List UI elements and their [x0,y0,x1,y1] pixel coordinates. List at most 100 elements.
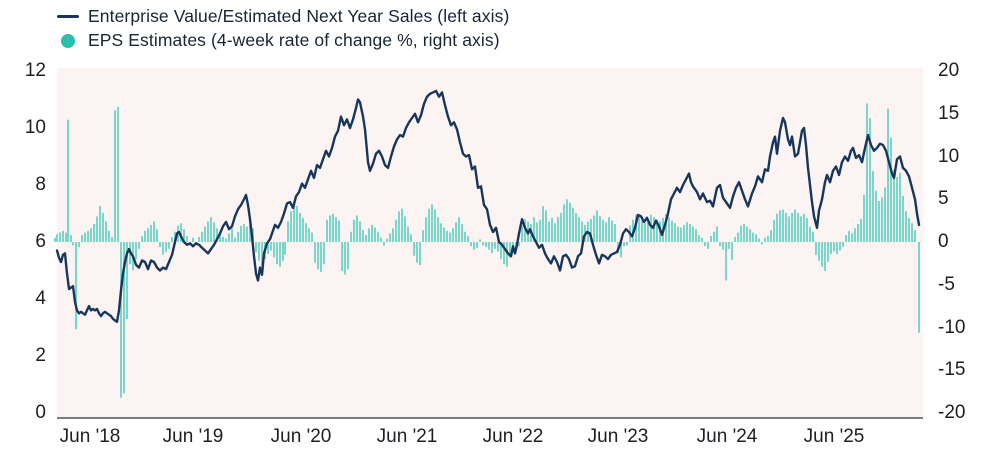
eps-bar [225,238,227,242]
eps-bar [222,236,224,242]
right-axis-tick-label: 0 [938,231,949,252]
eps-bar [356,215,358,242]
eps-bar [752,232,754,242]
eps-bar [120,242,122,398]
eps-bar [554,223,556,242]
eps-bar [911,223,913,242]
eps-bar [186,236,188,242]
eps-bar [614,224,616,242]
eps-bar [377,231,379,242]
eps-bar [842,242,844,248]
eps-bar [548,221,550,242]
eps-bar [518,242,520,247]
eps-bar [671,220,673,242]
eps-bar [581,221,583,242]
eps-bar [884,187,886,242]
eps-bar [875,190,877,242]
left-axis-tick-label: 12 [24,60,46,81]
eps-bar [407,226,409,242]
eps-bar [213,222,215,242]
x-axis-tick-label: Jun '21 [376,426,438,447]
eps-bar [398,211,400,242]
eps-bar [788,216,790,242]
eps-bar [353,219,355,242]
eps-bar [596,210,598,242]
eps-bar [434,209,436,242]
eps-bar [135,242,137,260]
eps-bar [243,224,245,242]
eps-bar [740,225,742,242]
eps-bar [105,221,107,242]
eps-bar [147,228,149,242]
eps-bar [59,232,61,242]
eps-bar [680,227,682,242]
eps-bar [908,218,910,242]
x-axis-tick-label: Jun '20 [270,426,332,447]
eps-bar [108,230,110,242]
eps-bar [824,242,826,272]
eps-bar [905,211,907,242]
eps-bar [201,231,203,242]
eps-bar [566,199,568,242]
eps-bar [168,242,170,249]
eps-bar [329,215,331,242]
eps-bar [386,238,388,242]
eps-bar [569,202,571,242]
ev-sales-line [55,89,921,323]
eps-bar [521,225,523,242]
eps-bar [476,242,478,248]
eps-bar [144,230,146,242]
eps-bar [81,235,83,242]
eps-bar [123,242,125,394]
right-axis-tick-label: -10 [938,316,966,338]
eps-bar [231,228,233,242]
eps-bar [491,242,493,254]
eps-bar [593,215,595,242]
eps-bar [482,242,484,246]
eps-bar [668,217,670,242]
eps-bar [449,232,451,242]
eps-bar [282,242,284,261]
eps-bar [860,218,862,242]
eps-bar [704,242,706,247]
eps-bar [497,242,499,252]
eps-bar [102,212,104,242]
eps-bar [308,228,310,242]
eps-bar [626,242,628,246]
x-axis-tick-label: Jun '25 [803,426,865,447]
eps-bar [572,207,574,242]
eps-bar [902,195,904,242]
eps-bar [641,220,643,242]
eps-bar [887,108,889,243]
eps-bar [374,227,376,242]
eps-bar [731,242,733,260]
eps-bar [812,231,814,242]
eps-bar [779,210,781,242]
eps-bar [446,230,448,242]
eps-bar [782,209,784,242]
left-axis-tick-label: 2 [35,345,46,366]
eps-bar [503,242,505,265]
legend-item-line: Enterprise Value/Estimated Next Year Sal… [57,6,509,27]
eps-bar [338,220,340,242]
eps-bar [599,216,601,242]
eps-bar [758,238,760,242]
eps-bar [848,230,850,242]
eps-bar [764,237,766,242]
eps-bar [539,219,541,242]
eps-bar [830,242,832,254]
eps-bar [806,218,808,242]
eps-bar [728,242,730,249]
eps-dot-swatch-icon [61,33,75,48]
eps-bar [362,230,364,242]
eps-bar [827,242,829,262]
eps-bar [452,228,454,242]
eps-bar [716,226,718,242]
eps-bar [72,242,74,246]
eps-bar [611,220,613,242]
eps-bar [347,242,349,270]
eps-bar [653,217,655,242]
eps-bar [746,226,748,242]
eps-bar [536,222,538,242]
eps-bar [84,232,86,242]
